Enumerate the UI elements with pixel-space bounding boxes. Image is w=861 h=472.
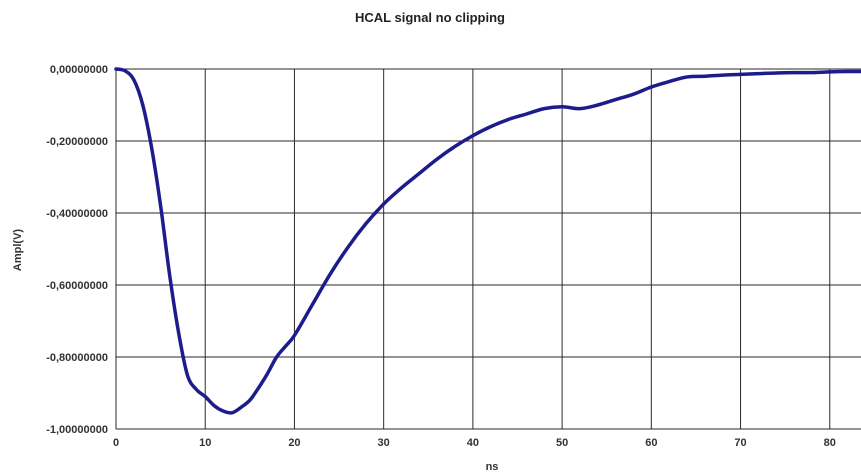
x-tick-label: 60 [645,437,657,449]
y-tick-label: -0,80000000 [46,352,108,364]
y-axis-label: Ampl(V) [12,229,24,272]
chart-title: HCAL signal no clipping [355,10,505,25]
x-tick-label: 70 [734,437,746,449]
y-tick-label: -0,40000000 [46,208,108,220]
y-tick-label: -0,60000000 [46,280,108,292]
x-tick-label: 40 [467,437,479,449]
x-axis-label: ns [486,461,499,472]
x-tick-label: 20 [288,437,300,449]
tick-labels: 0,00000000 -0,20000000 -0,40000000 -0,60000… [46,64,836,449]
y-tick-label: 0,00000000 [50,64,108,76]
gridlines [115,68,861,430]
y-tick-label: -0,20000000 [46,136,108,148]
x-tick-label: 0 [113,437,119,449]
x-tick-label: 30 [378,437,390,449]
x-tick-label: 80 [824,437,836,449]
y-tick-label: -1,00000000 [46,424,108,436]
series-layer [114,67,861,415]
x-tick-label: 50 [556,437,568,449]
series-line-0 [114,67,861,415]
x-tick-label: 10 [199,437,211,449]
